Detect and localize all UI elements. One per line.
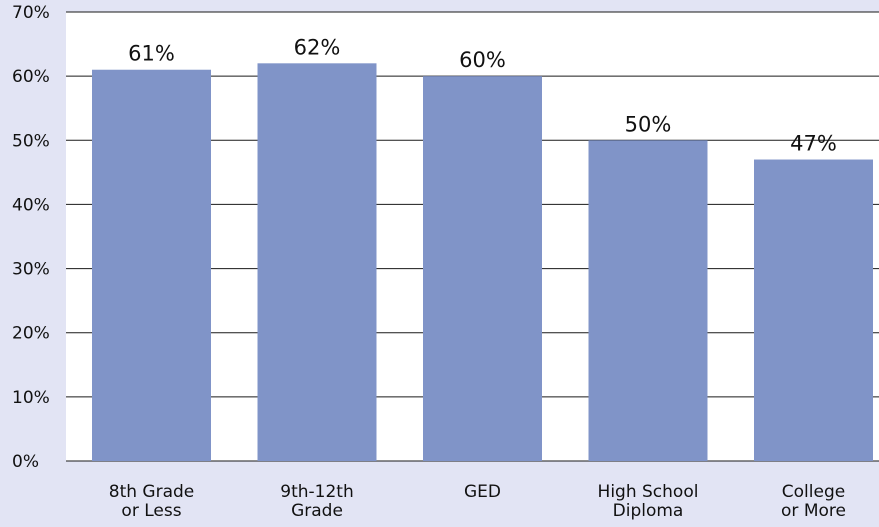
bar [588, 140, 708, 462]
bar [423, 76, 542, 462]
x-category-label: 8th Grade or Less [109, 482, 195, 521]
x-axis-categories: 8th Grade or Less 9th-12th Grade GED High Sch… [109, 482, 846, 521]
value-labels: 61% 62% 60% 50% 47% [128, 35, 837, 155]
bar-value-label: 62% [294, 35, 341, 59]
bar-value-label: 61% [128, 42, 175, 66]
y-tick-label: 50% [12, 131, 50, 151]
bar [92, 69, 211, 461]
y-axis-ticks: 0% 10% 20% 30% 40% 50% 60% 70% [12, 3, 50, 472]
bar-value-label: 60% [459, 48, 506, 72]
bars [92, 63, 873, 462]
y-tick-label: 10% [12, 388, 50, 408]
bar-value-label: 50% [625, 112, 672, 136]
x-category-label: GED [464, 482, 501, 502]
y-tick-label: 20% [12, 324, 50, 344]
bar-value-label: 47% [790, 132, 837, 156]
bar [257, 63, 377, 462]
y-tick-label: 60% [12, 67, 50, 87]
x-category-label: High School Diploma [598, 482, 699, 521]
bar [754, 159, 873, 461]
y-tick-label: 30% [12, 260, 50, 280]
y-tick-label: 70% [12, 3, 50, 23]
y-tick-label: 40% [12, 195, 50, 215]
x-category-label: College or More [781, 482, 846, 521]
x-category-label: 9th-12th Grade [280, 482, 353, 521]
y-tick-label: 0% [12, 452, 39, 472]
